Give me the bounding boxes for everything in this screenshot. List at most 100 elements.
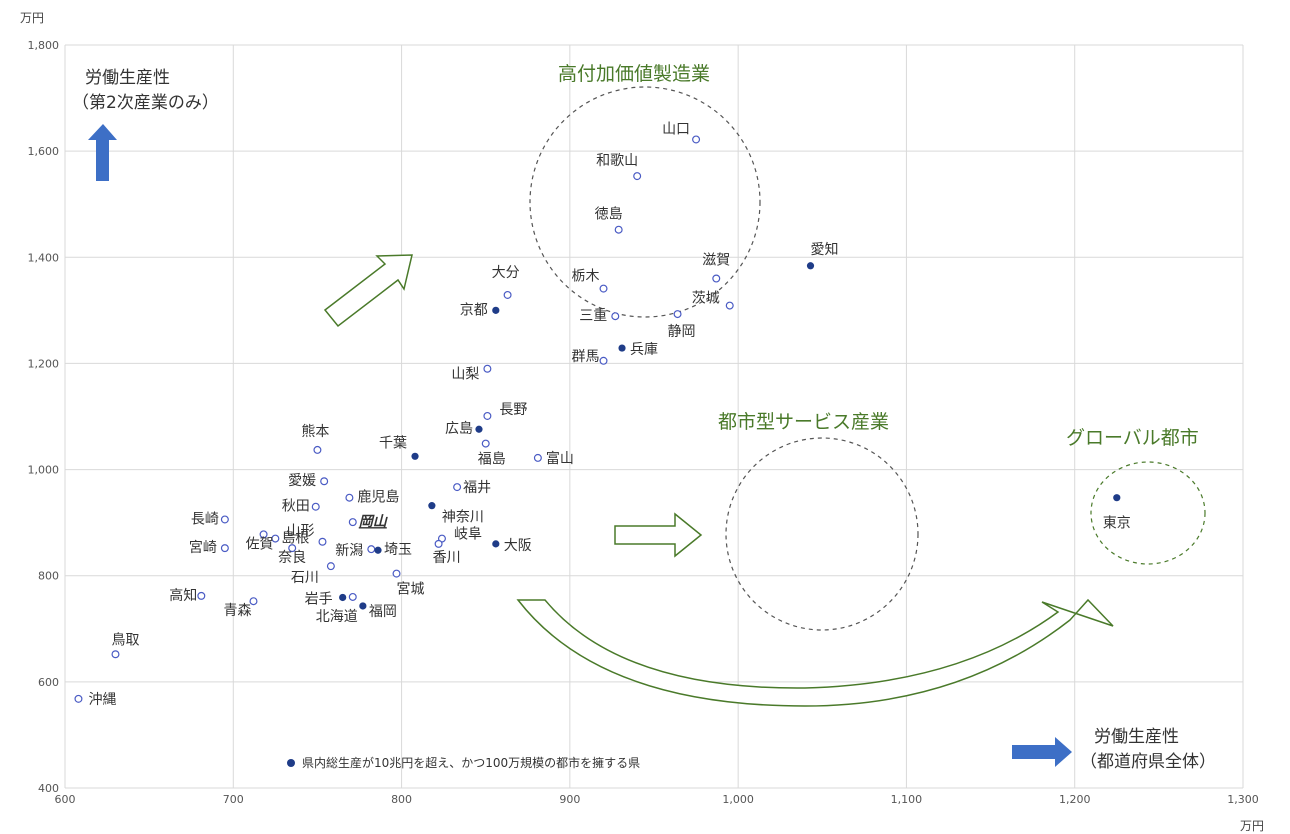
point-label: 青森: [223, 603, 251, 619]
data-point-major: [411, 452, 419, 460]
data-point: [74, 694, 83, 703]
data-point: [599, 356, 608, 365]
data-point: [271, 534, 280, 543]
data-point: [318, 537, 327, 546]
point-label: 長崎: [191, 511, 219, 527]
point-label: 島根: [281, 531, 309, 547]
point-label: 新潟: [335, 543, 363, 559]
point-label: 山梨: [451, 367, 479, 383]
data-point: [725, 301, 734, 310]
data-point: [392, 569, 401, 578]
point-label: 沖縄: [88, 692, 116, 708]
data-point: [348, 518, 357, 527]
data-point: [483, 411, 492, 420]
data-point-major: [1113, 494, 1121, 502]
point-label: 大分: [492, 265, 520, 281]
data-point: [345, 493, 354, 502]
point-label: 群馬: [572, 349, 600, 365]
chart-grid: [64, 44, 1244, 789]
y-tick-label: 1,200: [28, 357, 60, 370]
x-tick-label: 1,100: [891, 793, 923, 806]
y-tick-label: 400: [38, 782, 59, 795]
y-tick-label: 1,000: [28, 464, 60, 477]
data-point: [367, 545, 376, 554]
point-label: 大阪: [504, 538, 532, 554]
y-tick-label: 600: [38, 676, 59, 689]
group-circle-manufacturing: [529, 86, 761, 318]
data-point: [220, 515, 229, 524]
point-label: 福岡: [369, 604, 397, 620]
x-tick-label: 700: [223, 793, 244, 806]
data-point: [483, 364, 492, 373]
point-label: 静岡: [668, 324, 696, 340]
point-label: 佐賀: [246, 536, 274, 552]
data-point: [712, 274, 721, 283]
point-label: 石川: [291, 570, 319, 586]
x-unit: 万円: [1240, 819, 1264, 833]
data-point-major: [618, 344, 626, 352]
y-tick-label: 1,800: [28, 39, 60, 52]
data-point: [249, 597, 258, 606]
point-label: 岩手: [305, 591, 333, 607]
data-point: [311, 502, 320, 511]
point-label: 鳥取: [111, 632, 139, 648]
point-label: 福井: [463, 480, 491, 496]
data-point: [434, 539, 443, 548]
point-label: 京都: [460, 302, 488, 318]
data-point-major: [374, 546, 382, 554]
point-label: 愛知: [811, 241, 839, 258]
data-point: [533, 453, 542, 462]
curved-arrow-icon: [516, 598, 1114, 707]
group-label-global: グローバル都市: [1066, 427, 1199, 449]
group-label-service: 都市型サービス産業: [718, 411, 889, 433]
y-tick-label: 1,600: [28, 145, 60, 158]
y-unit: 万円: [20, 11, 44, 25]
point-label: 福島: [478, 452, 506, 468]
data-point: [453, 483, 462, 492]
point-label: 長野: [499, 402, 527, 418]
group-label-manufacturing: 高付加価値製造業: [558, 63, 710, 85]
point-label: 埼玉: [384, 542, 412, 558]
data-point: [692, 135, 701, 144]
point-label: 三重: [579, 308, 607, 324]
data-point: [503, 290, 512, 299]
point-label: 岐阜: [454, 526, 482, 543]
data-point: [481, 439, 490, 448]
point-label: 神奈川: [442, 510, 484, 526]
point-label: 和歌山: [596, 153, 638, 169]
x-axis-title-line2: （都道府県全体）: [1080, 752, 1216, 772]
data-point: [320, 477, 329, 486]
point-label: 富山: [546, 450, 574, 467]
point-label: 香川: [433, 550, 461, 566]
group-circle-global: [1090, 461, 1206, 565]
point-label: 愛媛: [288, 473, 316, 489]
data-point: [599, 284, 608, 293]
data-point: [111, 650, 120, 659]
point-label: 栃木: [572, 269, 600, 285]
data-point: [220, 544, 229, 553]
group-circle-service: [725, 437, 919, 631]
point-label: 兵庫: [630, 341, 658, 358]
x-tick-label: 900: [559, 793, 580, 806]
data-point: [197, 591, 206, 600]
data-point: [313, 445, 322, 454]
up-arrow-icon: [88, 124, 117, 181]
y-tick-label: 800: [38, 570, 59, 583]
axis-ticks: 600 700 800 900 1,000 1,100 1,200 1,30040060080…: [28, 39, 1259, 806]
point-label: 茨城: [692, 291, 720, 307]
data-point: [614, 225, 623, 234]
point-label: 千葉: [379, 435, 407, 451]
point-label: 滋賀: [702, 253, 730, 269]
data-point: [633, 172, 642, 181]
data-point-major: [492, 540, 500, 548]
y-axis-title-line1: 労働生産性: [85, 68, 170, 88]
point-label: 奈良: [278, 550, 306, 566]
data-point: [611, 312, 620, 321]
right-arrow-icon: [1012, 737, 1072, 767]
x-axis-title-line1: 労働生産性: [1094, 727, 1179, 747]
point-label: 東京: [1103, 516, 1131, 532]
point-label: 北海道: [316, 609, 358, 625]
point-label: 山形: [286, 524, 314, 540]
